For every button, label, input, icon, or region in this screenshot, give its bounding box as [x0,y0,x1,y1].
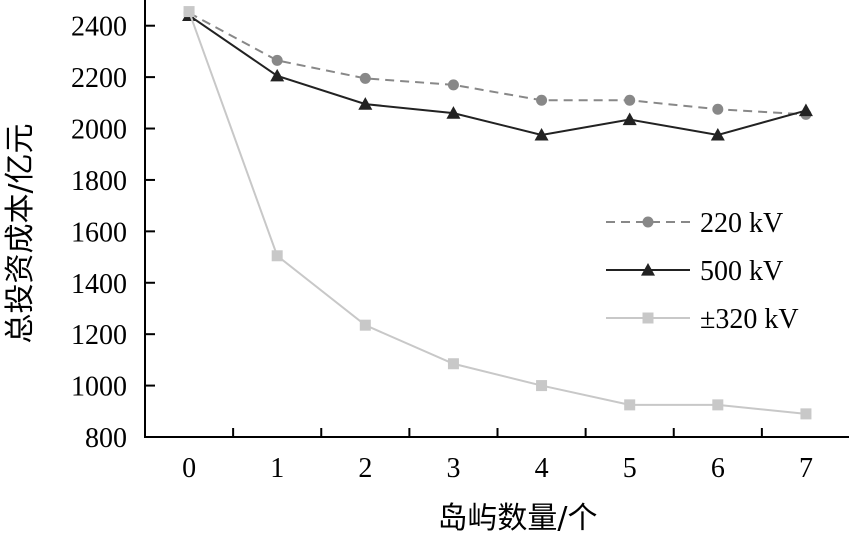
legend: 220 kV 500 kV ±320 kV [606,208,799,335]
x-tick-label: 4 [535,453,549,484]
data-point [447,79,459,91]
legend-item: 220 kV [606,208,783,239]
y-tick-label: 2200 [71,63,127,94]
x-tick-label: 3 [446,453,460,484]
y-tick-label: 1400 [71,269,127,300]
data-point [800,408,812,420]
data-point [183,6,195,18]
data-point [270,68,285,82]
y-tick-label: 1000 [71,372,127,403]
x-tick-label: 0 [182,453,196,484]
x-tick-label: 1 [270,453,284,484]
data-point [358,97,373,110]
legend-label: ±320 kV [700,304,799,335]
data-point [271,54,283,66]
data-point [359,72,371,84]
series-line [188,14,807,136]
data-point [359,319,371,331]
series-line [188,11,806,116]
data-point [624,399,636,411]
data-point [536,380,548,392]
data-point [534,127,549,141]
data-point [622,112,637,126]
data-point [712,103,724,115]
data-point [447,358,459,370]
legend-item: ±320 kV [606,304,799,335]
x-axis-title: 岛屿数量/个 [437,501,597,536]
data-point [710,127,725,141]
legend-item: 500 kV [606,256,783,287]
y-tick-label: 800 [85,423,127,454]
y-tick-label: 2400 [71,12,127,43]
data-point [446,106,461,119]
y-axis-title: 总投资成本/亿元 [3,123,38,343]
series-1 [182,8,813,141]
y-tick-label: 2000 [71,115,127,146]
series-0 [183,7,812,120]
series-layer [182,6,813,420]
x-tick-label: 2 [358,453,372,484]
x-tick-label: 5 [623,453,637,484]
y-tick-label: 1600 [71,217,127,248]
data-point [536,94,548,106]
data-point [798,103,813,117]
series-line [188,11,807,415]
legend-swatch-marker [642,312,654,324]
y-tick-label: 1200 [71,320,127,351]
x-tick-label: 6 [711,453,725,484]
y-tick-label: 1800 [71,166,127,197]
y-ticks: 800 1000 1200 1400 1600 1800 2000 2200 2400 [71,12,155,454]
series-2 [183,6,812,420]
legend-label: 500 kV [700,256,783,287]
x-tick-label: 7 [799,453,813,484]
data-point [624,94,636,106]
legend-label: 220 kV [700,208,783,239]
x-ticks: 0 1 2 3 4 5 6 7 [182,428,813,484]
legend-swatch-marker [641,263,655,276]
data-point [271,250,283,262]
legend-swatch-marker [642,216,654,228]
data-point [712,399,724,411]
